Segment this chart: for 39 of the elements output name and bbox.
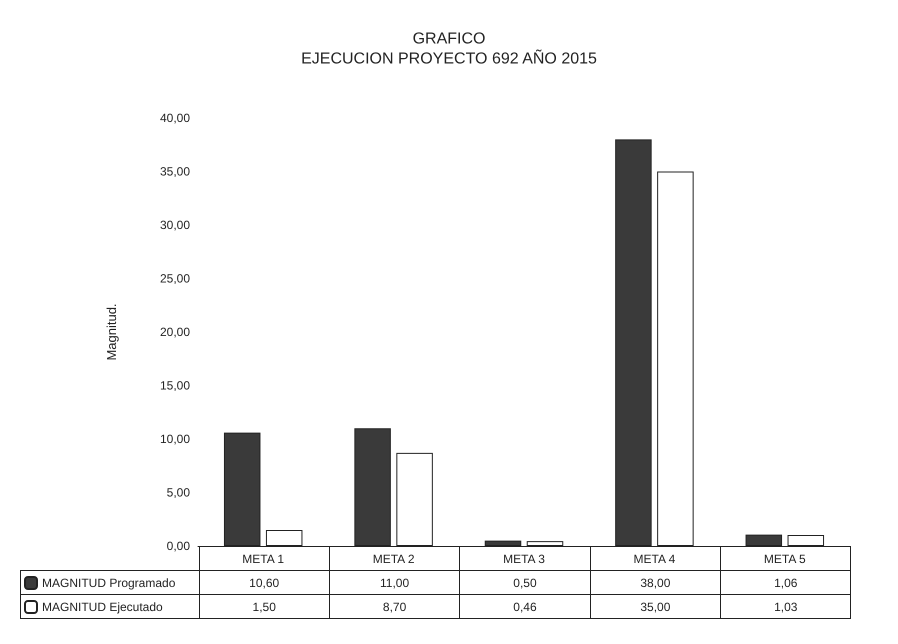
x-tick-label: META 4 — [634, 552, 676, 566]
legend-label: MAGNITUD Ejecutado — [42, 600, 164, 614]
data-label: 11,00 — [329, 570, 460, 594]
y-tick-label: 30,00 — [160, 218, 190, 232]
legend-label: MAGNITUD Programado — [42, 576, 176, 590]
bar — [746, 534, 782, 546]
y-tick-label: 40,00 — [160, 111, 190, 125]
data-label: 0,46 — [460, 594, 590, 618]
data-label: 35,00 — [590, 594, 721, 618]
y-tick-label: 25,00 — [160, 272, 190, 286]
y-tick-label: 10,00 — [160, 432, 190, 446]
x-tick-label: META 5 — [764, 552, 806, 566]
data-label: 1,03 — [720, 594, 851, 618]
y-axis-title: Magnitud. — [104, 303, 119, 361]
y-tick-label: 0,00 — [166, 539, 190, 553]
bar — [788, 534, 824, 546]
x-tick-label: META 2 — [372, 552, 415, 566]
data-label: 8,70 — [329, 594, 460, 618]
bar — [396, 452, 433, 546]
bar — [615, 139, 652, 546]
bar — [484, 540, 522, 546]
y-tick-label: 35,00 — [160, 164, 190, 178]
bar — [266, 530, 302, 546]
y-tick-label: 15,00 — [160, 378, 190, 392]
y-tick-label: 5,00 — [166, 486, 190, 500]
y-tick-label: 20,00 — [160, 325, 190, 339]
bar — [657, 172, 694, 546]
chart-title: GRAFICO — [412, 30, 486, 48]
x-tick-label: META 3 — [503, 552, 546, 566]
data-label: 10,60 — [199, 570, 330, 594]
data-label: 38,00 — [590, 570, 721, 594]
data-label: 1,50 — [199, 594, 330, 618]
bar — [354, 428, 391, 546]
x-tick-label: META 1 — [242, 552, 284, 566]
chart-subtitle: EJECUCION PROYECTO 692 AÑO 2015 — [301, 48, 598, 68]
bar — [526, 541, 564, 546]
bar — [224, 432, 260, 546]
data-label: 1,06 — [720, 570, 851, 594]
data-label: 0,50 — [460, 570, 590, 594]
